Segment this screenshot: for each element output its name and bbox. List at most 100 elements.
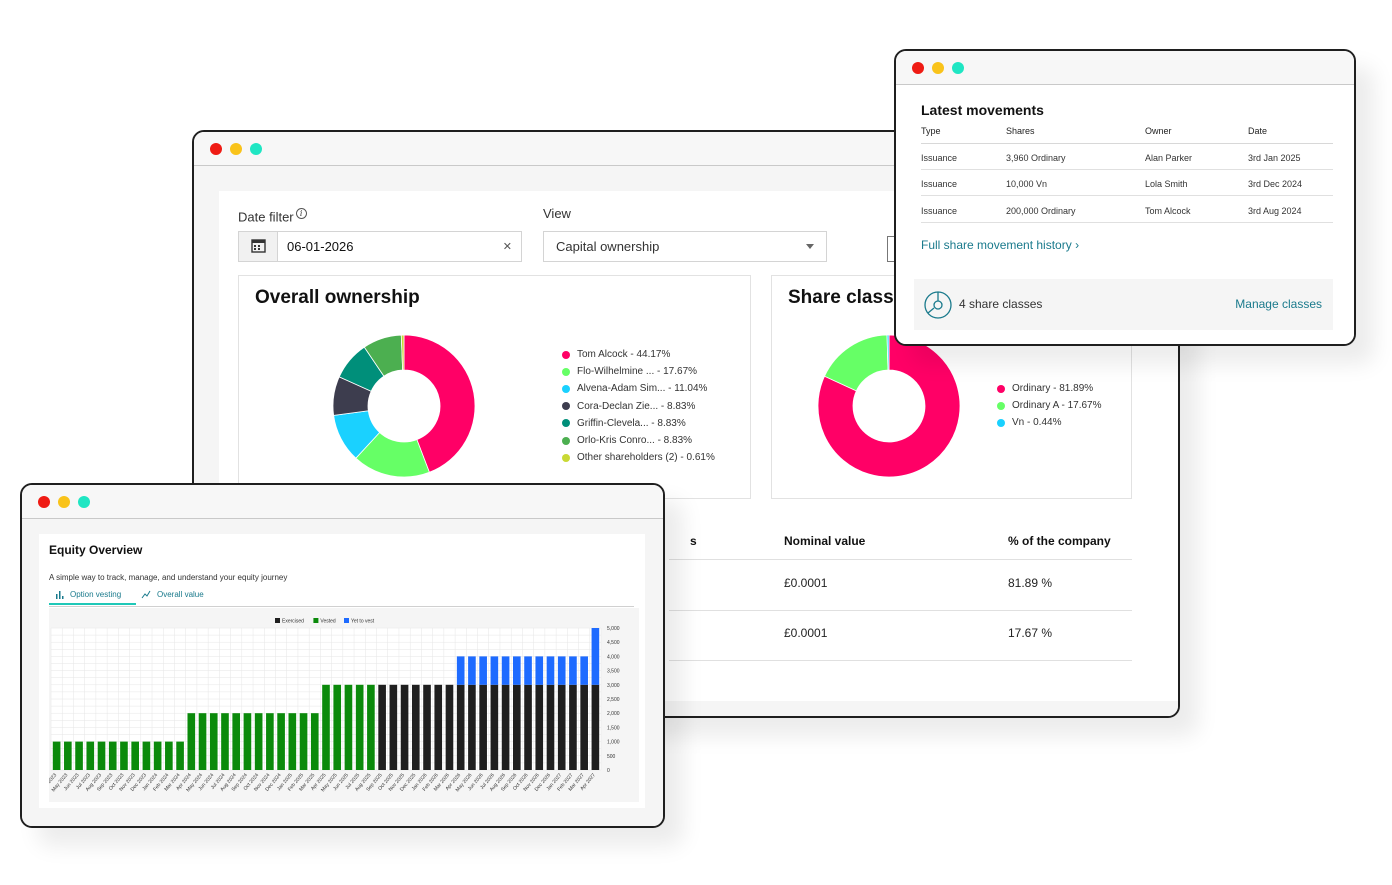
bar-exercised[interactable] xyxy=(456,684,465,770)
bar-vested[interactable] xyxy=(198,713,207,770)
bar-vested[interactable] xyxy=(288,713,297,770)
bar-vested[interactable] xyxy=(221,713,229,770)
bar-vested[interactable] xyxy=(187,713,196,770)
legend-item[interactable]: Yet to vest xyxy=(344,618,375,625)
bar-exercised[interactable] xyxy=(434,684,443,770)
calendar-icon[interactable] xyxy=(239,232,278,261)
bar-vested[interactable] xyxy=(131,741,139,770)
bar-vested[interactable] xyxy=(108,741,117,770)
bar-yet-to-vest[interactable] xyxy=(557,656,566,685)
bar-exercised[interactable] xyxy=(535,684,544,770)
maximize-window-button[interactable] xyxy=(250,143,262,155)
minimize-window-button[interactable] xyxy=(58,496,70,508)
legend-item[interactable]: Vn - 0.44% xyxy=(997,414,1102,431)
bar-yet-to-vest[interactable] xyxy=(468,656,476,685)
bar-vested[interactable] xyxy=(86,741,95,770)
bar-vested[interactable] xyxy=(120,741,128,770)
maximize-window-button[interactable] xyxy=(952,62,964,74)
bar-vested[interactable] xyxy=(243,713,252,770)
bar-vested[interactable] xyxy=(165,741,173,770)
bar-exercised[interactable] xyxy=(445,684,454,770)
bar-yet-to-vest[interactable] xyxy=(513,656,521,685)
bar-vested[interactable] xyxy=(75,741,83,770)
legend-item[interactable]: Ordinary A - 17.67% xyxy=(997,397,1102,414)
bar-yet-to-vest[interactable] xyxy=(501,656,510,685)
bar-exercised[interactable] xyxy=(580,684,588,770)
bar-vested[interactable] xyxy=(355,684,364,770)
minimize-window-button[interactable] xyxy=(932,62,944,74)
bar-vested[interactable] xyxy=(322,684,330,770)
legend-item[interactable]: Alvena-Adam Sim... - 11.04% xyxy=(562,380,715,397)
bar-exercised[interactable] xyxy=(524,684,532,770)
legend-item[interactable]: Orlo-Kris Conro... - 8.83% xyxy=(562,432,715,449)
bar-vested[interactable] xyxy=(266,713,274,770)
bar-vested[interactable] xyxy=(367,684,375,770)
bar-exercised[interactable] xyxy=(557,684,566,770)
bar-yet-to-vest[interactable] xyxy=(535,656,544,685)
legend-swatch xyxy=(997,401,1005,410)
bar-yet-to-vest[interactable] xyxy=(490,656,499,685)
bar-exercised[interactable] xyxy=(468,684,476,770)
view-select[interactable]: Capital ownership xyxy=(543,231,827,262)
bar-yet-to-vest[interactable] xyxy=(524,656,532,685)
bar-vested[interactable] xyxy=(97,741,106,770)
close-window-button[interactable] xyxy=(210,143,222,155)
bar-vested[interactable] xyxy=(64,741,72,770)
bar-vested[interactable] xyxy=(310,713,319,770)
bar-yet-to-vest[interactable] xyxy=(546,656,555,685)
legend-item[interactable]: Other shareholders (2) - 0.61% xyxy=(562,449,715,466)
close-window-button[interactable] xyxy=(912,62,924,74)
bar-exercised[interactable] xyxy=(501,684,510,770)
legend-item[interactable]: Griffin-Clevela... - 8.83% xyxy=(562,415,715,432)
bar-vested[interactable] xyxy=(52,741,61,770)
bar-yet-to-vest[interactable] xyxy=(580,656,588,685)
ownership-slice[interactable] xyxy=(400,334,405,371)
full-history-link[interactable]: Full share movement history › xyxy=(921,238,1080,252)
bar-exercised[interactable] xyxy=(569,684,577,770)
maximize-window-button[interactable] xyxy=(78,496,90,508)
bar-vested[interactable] xyxy=(176,741,184,770)
bar-yet-to-vest[interactable] xyxy=(591,628,600,685)
clear-date-icon[interactable]: ✕ xyxy=(502,241,512,253)
bar-vested[interactable] xyxy=(142,741,151,770)
legend-item[interactable]: Exercised xyxy=(275,618,304,625)
divider xyxy=(921,169,1333,170)
tab-option-vesting[interactable]: Option vesting xyxy=(49,587,136,605)
bar-vested[interactable] xyxy=(333,684,342,770)
share-class-slice[interactable] xyxy=(886,334,890,371)
bar-exercised[interactable] xyxy=(546,684,555,770)
bar-vested[interactable] xyxy=(344,684,353,770)
bar-exercised[interactable] xyxy=(411,684,420,770)
legend-item[interactable]: Ordinary - 81.89% xyxy=(997,380,1102,397)
bar-exercised[interactable] xyxy=(389,684,398,770)
bar-vested[interactable] xyxy=(254,713,263,770)
bar-exercised[interactable] xyxy=(400,684,409,770)
minimize-window-button[interactable] xyxy=(230,143,242,155)
ownership-slice[interactable] xyxy=(403,334,476,473)
bar-exercised[interactable] xyxy=(490,684,499,770)
bar-vested[interactable] xyxy=(277,713,285,770)
bar-vested[interactable] xyxy=(299,713,308,770)
bar-vested[interactable] xyxy=(209,713,218,770)
close-window-button[interactable] xyxy=(38,496,50,508)
info-icon[interactable]: i xyxy=(295,208,307,219)
manage-classes-link[interactable]: Manage classes xyxy=(1235,297,1322,311)
bar-vested[interactable] xyxy=(232,713,241,770)
bar-yet-to-vest[interactable] xyxy=(569,656,577,685)
legend-item[interactable]: Tom Alcock - 44.17% xyxy=(562,346,715,363)
bar-yet-to-vest[interactable] xyxy=(456,656,465,685)
legend-item[interactable]: Cora-Declan Zie... - 8.83% xyxy=(562,398,715,415)
bar-exercised[interactable] xyxy=(479,684,487,770)
bar-exercised[interactable] xyxy=(423,684,431,770)
legend-item[interactable]: Vested xyxy=(313,618,336,625)
bar-exercised[interactable] xyxy=(378,684,386,770)
legend-item[interactable]: Flo-Wilhelmine ... - 17.67% xyxy=(562,363,715,380)
bar-yet-to-vest[interactable] xyxy=(479,656,487,685)
bar-vested[interactable] xyxy=(153,741,162,770)
divider xyxy=(49,606,634,607)
tab-overall-value[interactable]: Overall value xyxy=(139,587,219,605)
bar-exercised[interactable] xyxy=(513,684,521,770)
share-class-slice[interactable] xyxy=(817,334,961,478)
date-filter-input[interactable]: 06-01-2026 ✕ xyxy=(238,231,522,262)
bar-exercised[interactable] xyxy=(591,684,600,770)
